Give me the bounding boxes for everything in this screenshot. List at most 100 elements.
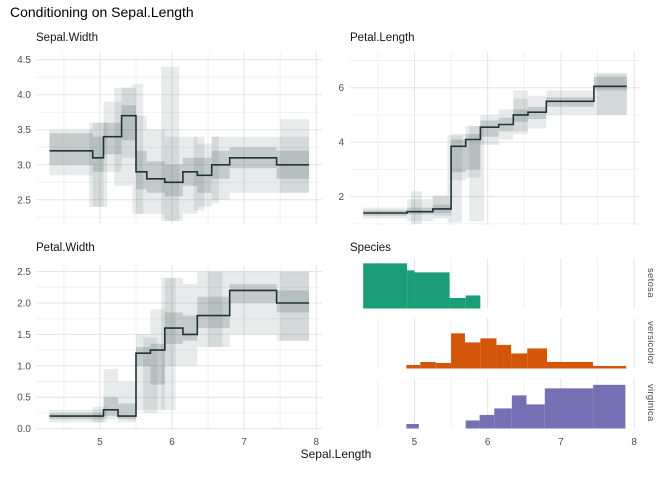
median-step-line	[363, 85, 627, 214]
minmax-band	[117, 381, 136, 423]
minmax-band	[150, 309, 165, 410]
y-tick-label: 0.5	[17, 393, 31, 404]
y-tick-label: 2.5	[17, 195, 31, 206]
iqr-band	[465, 134, 481, 170]
hist-bar	[406, 423, 419, 429]
x-tick-label: 8	[313, 437, 319, 448]
range-band	[410, 191, 422, 224]
iqr-band	[150, 343, 165, 385]
iqr-band	[276, 290, 310, 313]
y-tick-label: 4.5	[17, 55, 31, 66]
x-tick-label: 5	[412, 437, 418, 448]
range-band	[143, 337, 158, 413]
minmax-band	[229, 271, 277, 335]
x-axis-labels: 5 6 7 8 5 6 7 8	[97, 437, 637, 448]
facet-label-versicolor: versicolor	[645, 321, 656, 365]
y-tick-label: 1.0	[17, 361, 31, 372]
hist-bar	[406, 364, 421, 369]
minmax-band	[164, 136, 183, 221]
range-band	[432, 195, 448, 219]
y-tick-label: 0.0	[17, 424, 31, 435]
minmax-band	[197, 271, 230, 347]
range-band	[208, 271, 223, 347]
median-step-line	[49, 114, 309, 184]
iqr-band	[451, 139, 466, 173]
minmax-band	[146, 129, 165, 214]
minmax-band	[480, 114, 499, 145]
hist-bar	[465, 295, 481, 309]
iqr-band	[164, 164, 183, 197]
y-tick-label: 1.5	[17, 330, 31, 341]
range-band	[89, 122, 108, 207]
hist-bar	[449, 297, 466, 309]
range-band	[161, 277, 176, 410]
hist-bar	[414, 272, 450, 309]
hist-bar	[479, 414, 495, 429]
range-band	[132, 84, 144, 214]
panel-petal-length: 2 4 6	[338, 52, 640, 225]
iqr-band	[103, 397, 118, 417]
hist-bar	[593, 384, 626, 429]
figure-title: Conditioning on Sepal.Length	[10, 4, 194, 20]
minmax-band	[432, 196, 452, 216]
x-axis-title: Sepal.Length	[300, 447, 372, 461]
facet-virginica	[377, 378, 635, 429]
hist-bar	[544, 388, 594, 429]
y-tick-label: 4.0	[17, 90, 31, 101]
minmax-band	[121, 87, 136, 158]
hist-bar	[527, 348, 547, 369]
iqr-band	[49, 133, 93, 165]
hist-bar	[464, 342, 481, 369]
y-tick-label: 3.5	[17, 125, 31, 136]
minmax-band	[135, 115, 147, 214]
iqr-band	[135, 150, 147, 190]
iqr-band	[103, 122, 122, 155]
iqr-band	[229, 284, 277, 303]
minmax-band	[546, 90, 594, 115]
range-band	[597, 74, 627, 115]
minmax-band	[92, 122, 104, 207]
hist-bar	[363, 263, 408, 309]
iqr-band	[146, 161, 165, 193]
minmax-band	[276, 271, 310, 341]
minmax-band	[211, 136, 230, 200]
iqr-band	[92, 136, 104, 172]
y-tick-label: 3.0	[17, 160, 31, 171]
panel-sepal-width: 2.5 3.0 3.5 4.0 4.5	[17, 52, 322, 225]
x-tick-label: 6	[169, 437, 175, 448]
panel-title-petal-width: Petal.Width	[36, 242, 95, 254]
minmax-band	[407, 199, 433, 222]
iqr-band	[182, 315, 198, 341]
iqr-band	[135, 346, 151, 366]
minmax-band	[135, 334, 151, 410]
hist-bar	[480, 338, 497, 369]
iqr-band	[117, 403, 136, 420]
panel-title-petal-length: Petal.Length	[350, 32, 415, 44]
range-band	[114, 87, 133, 186]
range-band	[469, 125, 485, 222]
hist-bar	[526, 404, 545, 429]
hist-bar	[593, 365, 627, 369]
range-band	[280, 119, 310, 193]
facet-label-virginica: virginica	[645, 384, 656, 422]
hist-bar	[407, 270, 415, 309]
y-tick-label: 2	[338, 192, 344, 203]
hist-bar	[496, 344, 512, 369]
y-tick-label: 2.5	[17, 267, 31, 278]
y-tick-label: 2.0	[17, 298, 31, 309]
x-tick-label: 8	[631, 437, 637, 448]
minmax-band	[182, 136, 198, 214]
range-band	[193, 136, 205, 211]
range-band	[211, 136, 219, 204]
facet-label-setosa: setosa	[645, 268, 656, 298]
hist-bar	[511, 353, 528, 369]
hist-bar	[494, 408, 512, 429]
iqr-band	[197, 296, 230, 329]
median-step-line	[49, 289, 309, 417]
hist-bar	[451, 333, 465, 369]
facet-setosa	[363, 258, 635, 309]
minmax-band	[229, 136, 277, 193]
x-tick-label: 7	[241, 437, 247, 448]
minmax-band	[593, 72, 627, 115]
minmax-band	[182, 284, 198, 366]
